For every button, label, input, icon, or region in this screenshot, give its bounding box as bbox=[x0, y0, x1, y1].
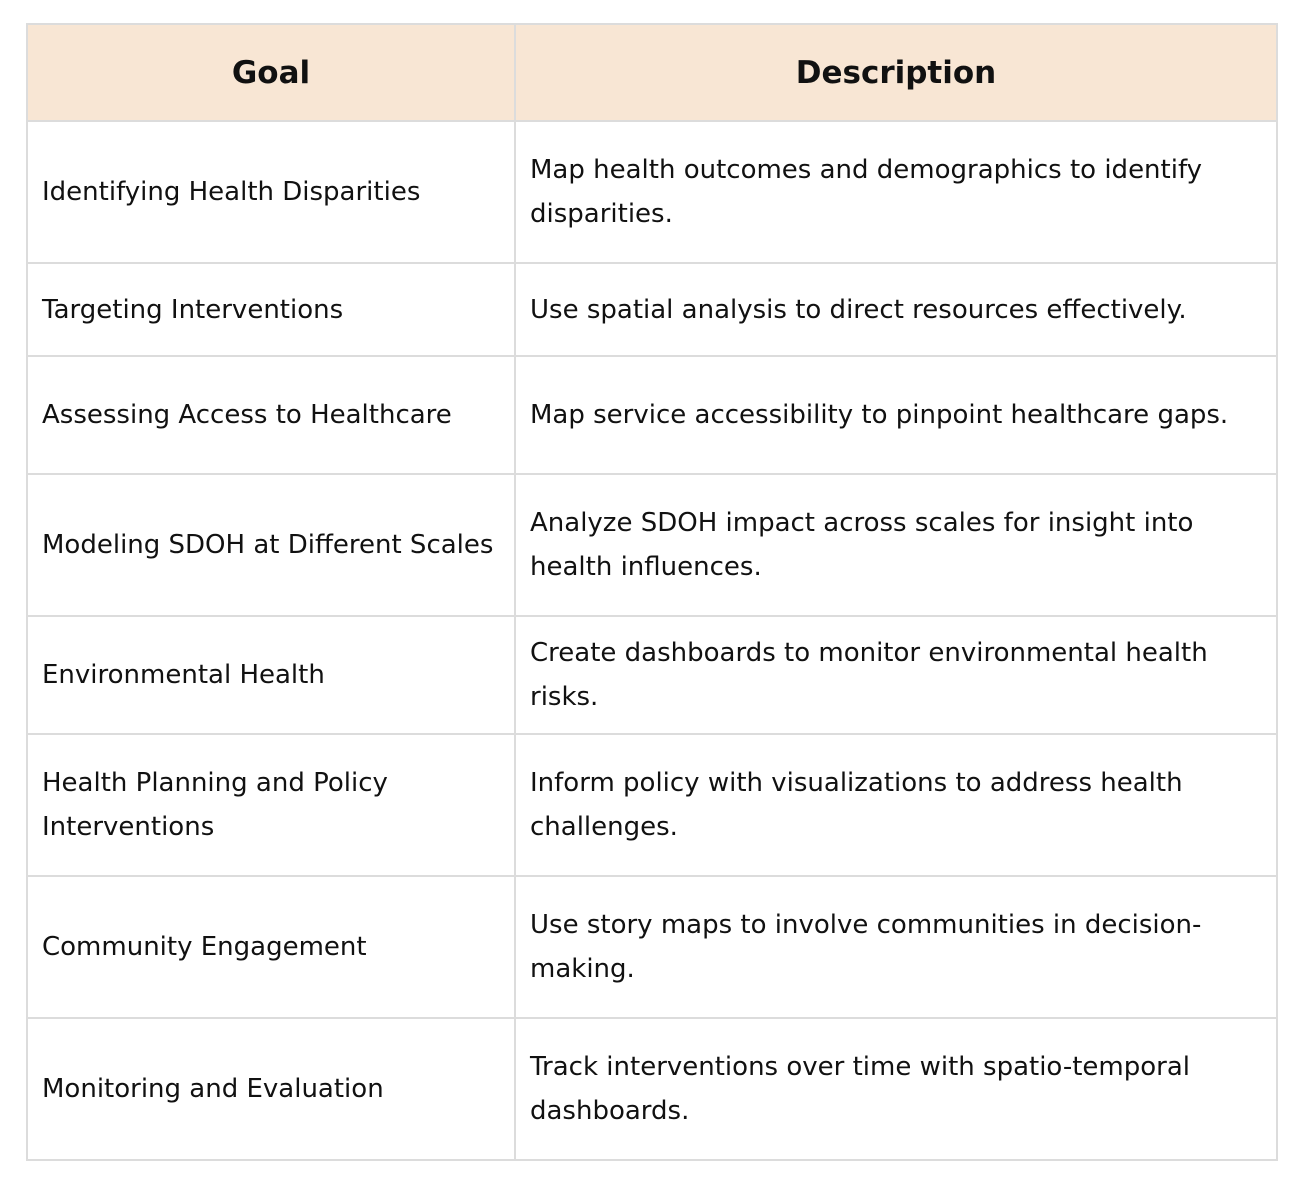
table-header: Goal Description bbox=[26, 23, 1278, 122]
goals-table: Goal Description Identifying Health Disp… bbox=[26, 23, 1278, 1161]
goal-cell: Targeting Interventions bbox=[26, 262, 516, 357]
description-cell: Inform policy with visualizations to add… bbox=[514, 733, 1278, 877]
table-row: Identifying Health Disparities Map healt… bbox=[26, 120, 1278, 264]
table-row: Environmental Health Create dashboards t… bbox=[26, 615, 1278, 735]
description-cell: Use spatial analysis to direct resources… bbox=[514, 262, 1278, 357]
description-cell: Track interventions over time with spati… bbox=[514, 1017, 1278, 1161]
table-row: Targeting Interventions Use spatial anal… bbox=[26, 262, 1278, 357]
description-cell: Create dashboards to monitor environment… bbox=[514, 615, 1278, 735]
table-row: Monitoring and Evaluation Track interven… bbox=[26, 1017, 1278, 1161]
goal-cell: Monitoring and Evaluation bbox=[26, 1017, 516, 1161]
goal-cell: Health Planning and Policy Interventions bbox=[26, 733, 516, 877]
table-row: Health Planning and Policy Interventions… bbox=[26, 733, 1278, 877]
description-cell: Use story maps to involve communities in… bbox=[514, 875, 1278, 1019]
header-row: Goal Description bbox=[26, 23, 1278, 122]
description-cell: Map service accessibility to pinpoint he… bbox=[514, 355, 1278, 475]
table-body: Identifying Health Disparities Map healt… bbox=[26, 120, 1278, 1161]
column-header-description: Description bbox=[514, 23, 1278, 122]
goal-cell: Identifying Health Disparities bbox=[26, 120, 516, 264]
table-row: Community Engagement Use story maps to i… bbox=[26, 875, 1278, 1019]
goal-cell: Environmental Health bbox=[26, 615, 516, 735]
column-header-goal: Goal bbox=[26, 23, 516, 122]
goal-cell: Modeling SDOH at Different Scales bbox=[26, 473, 516, 617]
goal-cell: Community Engagement bbox=[26, 875, 516, 1019]
description-cell: Analyze SDOH impact across scales for in… bbox=[514, 473, 1278, 617]
description-cell: Map health outcomes and demographics to … bbox=[514, 120, 1278, 264]
table-row: Assessing Access to Healthcare Map servi… bbox=[26, 355, 1278, 475]
table-row: Modeling SDOH at Different Scales Analyz… bbox=[26, 473, 1278, 617]
goal-cell: Assessing Access to Healthcare bbox=[26, 355, 516, 475]
